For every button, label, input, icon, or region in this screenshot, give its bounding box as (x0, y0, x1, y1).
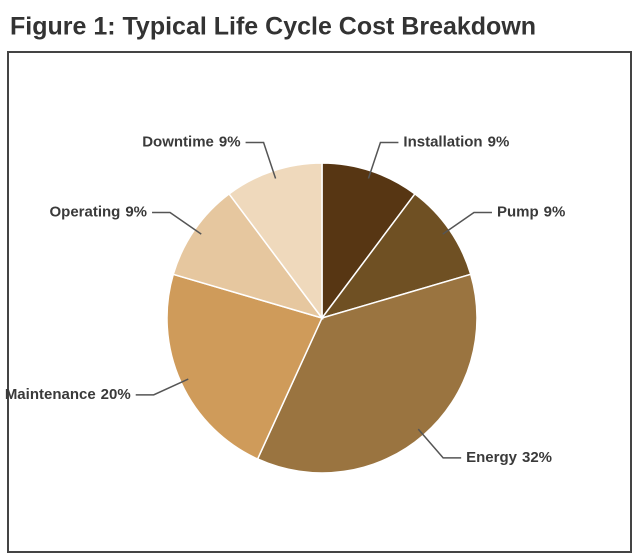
leader-line (367, 141, 399, 179)
slice-label: Pump 9% (497, 203, 565, 220)
slice-label: Installation 9% (403, 133, 509, 150)
category-label: Pump (497, 203, 539, 220)
category-label: Installation (403, 133, 482, 150)
value-label: 20% (101, 386, 131, 403)
leader-line (442, 211, 492, 235)
leader-line (135, 378, 189, 396)
frame (7, 51, 632, 553)
category-label: Energy (466, 449, 518, 466)
slice-label: Maintenance 20% (5, 386, 131, 403)
slice-label: Energy 32% (466, 449, 552, 466)
value-label: 32% (522, 449, 552, 466)
slice-label: Downtime 9% (142, 133, 240, 150)
value-label: 9% (125, 203, 147, 220)
leader-line (152, 211, 202, 235)
leader-line (417, 428, 462, 459)
category-label: Maintenance (5, 386, 96, 403)
leader-line (245, 141, 277, 179)
category-label: Downtime (142, 133, 214, 150)
slice-label: Operating 9% (50, 203, 148, 220)
category-label: Operating (50, 203, 121, 220)
chart-title: Figure 1: Typical Life Cycle Cost Breakd… (10, 13, 536, 41)
value-label: 9% (544, 203, 566, 220)
value-label: 9% (488, 133, 510, 150)
value-label: 9% (219, 133, 241, 150)
